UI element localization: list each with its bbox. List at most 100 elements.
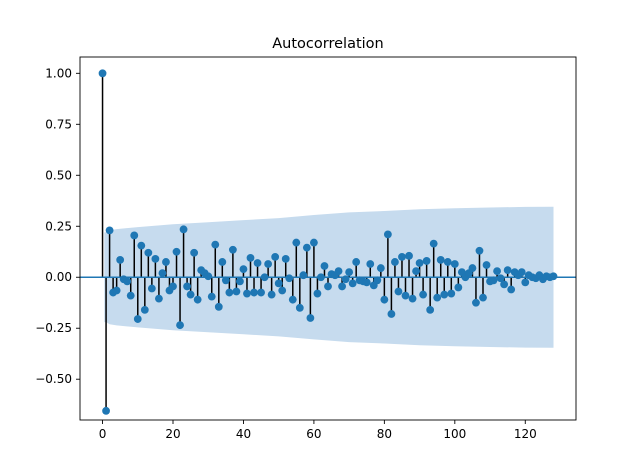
markers-layer bbox=[98, 69, 558, 415]
marker-lag-17 bbox=[158, 269, 167, 278]
marker-lag-109 bbox=[482, 261, 491, 269]
marker-lag-61 bbox=[313, 289, 322, 298]
marker-lag-36 bbox=[225, 288, 234, 297]
marker-lag-21 bbox=[172, 247, 181, 256]
marker-lag-16 bbox=[155, 294, 163, 303]
marker-lag-99 bbox=[447, 289, 456, 298]
marker-lag-69 bbox=[341, 275, 350, 284]
y-tick-label: 1.00 bbox=[45, 66, 72, 80]
marker-lag-2 bbox=[105, 226, 114, 235]
marker-lag-81 bbox=[383, 230, 392, 239]
y-tick-label: 0.50 bbox=[45, 168, 72, 182]
x-tick-label: 40 bbox=[236, 427, 251, 441]
marker-lag-64 bbox=[324, 282, 332, 291]
marker-lag-105 bbox=[468, 264, 477, 272]
marker-lag-72 bbox=[352, 258, 361, 266]
marker-lag-1 bbox=[102, 406, 110, 415]
x-tick-label: 80 bbox=[377, 427, 392, 441]
marker-lag-128 bbox=[549, 272, 558, 281]
marker-lag-119 bbox=[517, 268, 526, 277]
marker-lag-53 bbox=[285, 274, 294, 283]
marker-lag-10 bbox=[133, 315, 142, 323]
marker-lag-93 bbox=[426, 305, 435, 314]
marker-lag-112 bbox=[493, 267, 501, 276]
marker-lag-95 bbox=[433, 293, 442, 302]
marker-lag-35 bbox=[221, 276, 230, 285]
x-tick-label: 20 bbox=[165, 427, 180, 441]
marker-lag-79 bbox=[376, 264, 385, 272]
marker-lag-59 bbox=[306, 314, 315, 322]
marker-lag-52 bbox=[281, 254, 290, 263]
marker-lag-37 bbox=[228, 245, 237, 254]
marker-lag-98 bbox=[443, 258, 452, 266]
marker-lag-56 bbox=[295, 303, 304, 312]
x-axis-ticks: 0 20 40 60 80 100 120 bbox=[99, 420, 537, 441]
marker-lag-84 bbox=[394, 287, 403, 296]
marker-lag-83 bbox=[391, 258, 399, 266]
marker-lag-115 bbox=[503, 266, 512, 275]
marker-lag-68 bbox=[338, 282, 346, 291]
marker-lag-116 bbox=[507, 285, 516, 294]
marker-lag-111 bbox=[489, 276, 498, 285]
y-tick-label: 0.25 bbox=[45, 219, 72, 233]
marker-lag-97 bbox=[440, 290, 449, 299]
marker-lag-20 bbox=[169, 282, 177, 291]
marker-lag-14 bbox=[147, 284, 156, 293]
chart-title: Autocorrelation bbox=[272, 36, 383, 52]
marker-lag-5 bbox=[116, 256, 125, 264]
marker-lag-33 bbox=[214, 302, 223, 311]
marker-lag-32 bbox=[211, 240, 220, 249]
marker-lag-120 bbox=[521, 278, 530, 287]
y-tick-label: 0.00 bbox=[45, 270, 72, 284]
marker-lag-108 bbox=[479, 293, 487, 302]
marker-lag-113 bbox=[496, 274, 505, 283]
marker-lag-49 bbox=[271, 252, 280, 261]
x-tick-label: 120 bbox=[514, 427, 537, 441]
marker-lag-43 bbox=[250, 288, 258, 297]
marker-lag-4 bbox=[112, 286, 121, 295]
marker-lag-42 bbox=[246, 253, 255, 262]
marker-lag-0 bbox=[98, 69, 107, 78]
marker-lag-106 bbox=[472, 298, 480, 307]
marker-lag-85 bbox=[398, 252, 406, 261]
marker-lag-90 bbox=[415, 259, 424, 267]
marker-lag-9 bbox=[130, 231, 139, 240]
marker-lag-48 bbox=[267, 290, 276, 299]
marker-lag-15 bbox=[151, 254, 160, 263]
marker-lag-87 bbox=[405, 251, 413, 260]
marker-lag-18 bbox=[162, 258, 170, 266]
marker-lag-38 bbox=[232, 287, 241, 296]
marker-lag-54 bbox=[288, 295, 297, 304]
marker-lag-82 bbox=[387, 310, 396, 318]
marker-lag-25 bbox=[186, 290, 195, 299]
axes-frame bbox=[79, 56, 577, 421]
marker-lag-76 bbox=[366, 260, 375, 268]
marker-lag-88 bbox=[408, 294, 417, 303]
marker-lag-62 bbox=[317, 273, 325, 282]
marker-lag-78 bbox=[373, 276, 382, 285]
marker-lag-60 bbox=[310, 238, 318, 247]
marker-lag-58 bbox=[302, 243, 311, 252]
marker-lag-39 bbox=[236, 277, 244, 286]
marker-lag-101 bbox=[454, 283, 463, 292]
x-tick-label: 0 bbox=[99, 427, 107, 441]
marker-lag-75 bbox=[362, 278, 371, 287]
marker-lag-94 bbox=[429, 239, 438, 248]
marker-lag-34 bbox=[218, 258, 227, 266]
marker-lag-92 bbox=[422, 257, 431, 265]
marker-lag-31 bbox=[207, 292, 216, 301]
marker-lag-114 bbox=[500, 280, 509, 289]
marker-lag-63 bbox=[320, 262, 329, 270]
marker-lag-44 bbox=[253, 259, 262, 267]
marker-lag-51 bbox=[278, 286, 287, 295]
marker-lag-55 bbox=[292, 238, 301, 247]
marker-lag-12 bbox=[140, 305, 149, 314]
marker-lag-45 bbox=[257, 288, 265, 297]
marker-lag-13 bbox=[144, 248, 153, 257]
marker-lag-100 bbox=[450, 260, 459, 268]
marker-lag-67 bbox=[334, 267, 343, 276]
marker-lag-80 bbox=[380, 295, 389, 304]
marker-lag-11 bbox=[137, 241, 146, 250]
marker-lag-70 bbox=[345, 268, 354, 277]
